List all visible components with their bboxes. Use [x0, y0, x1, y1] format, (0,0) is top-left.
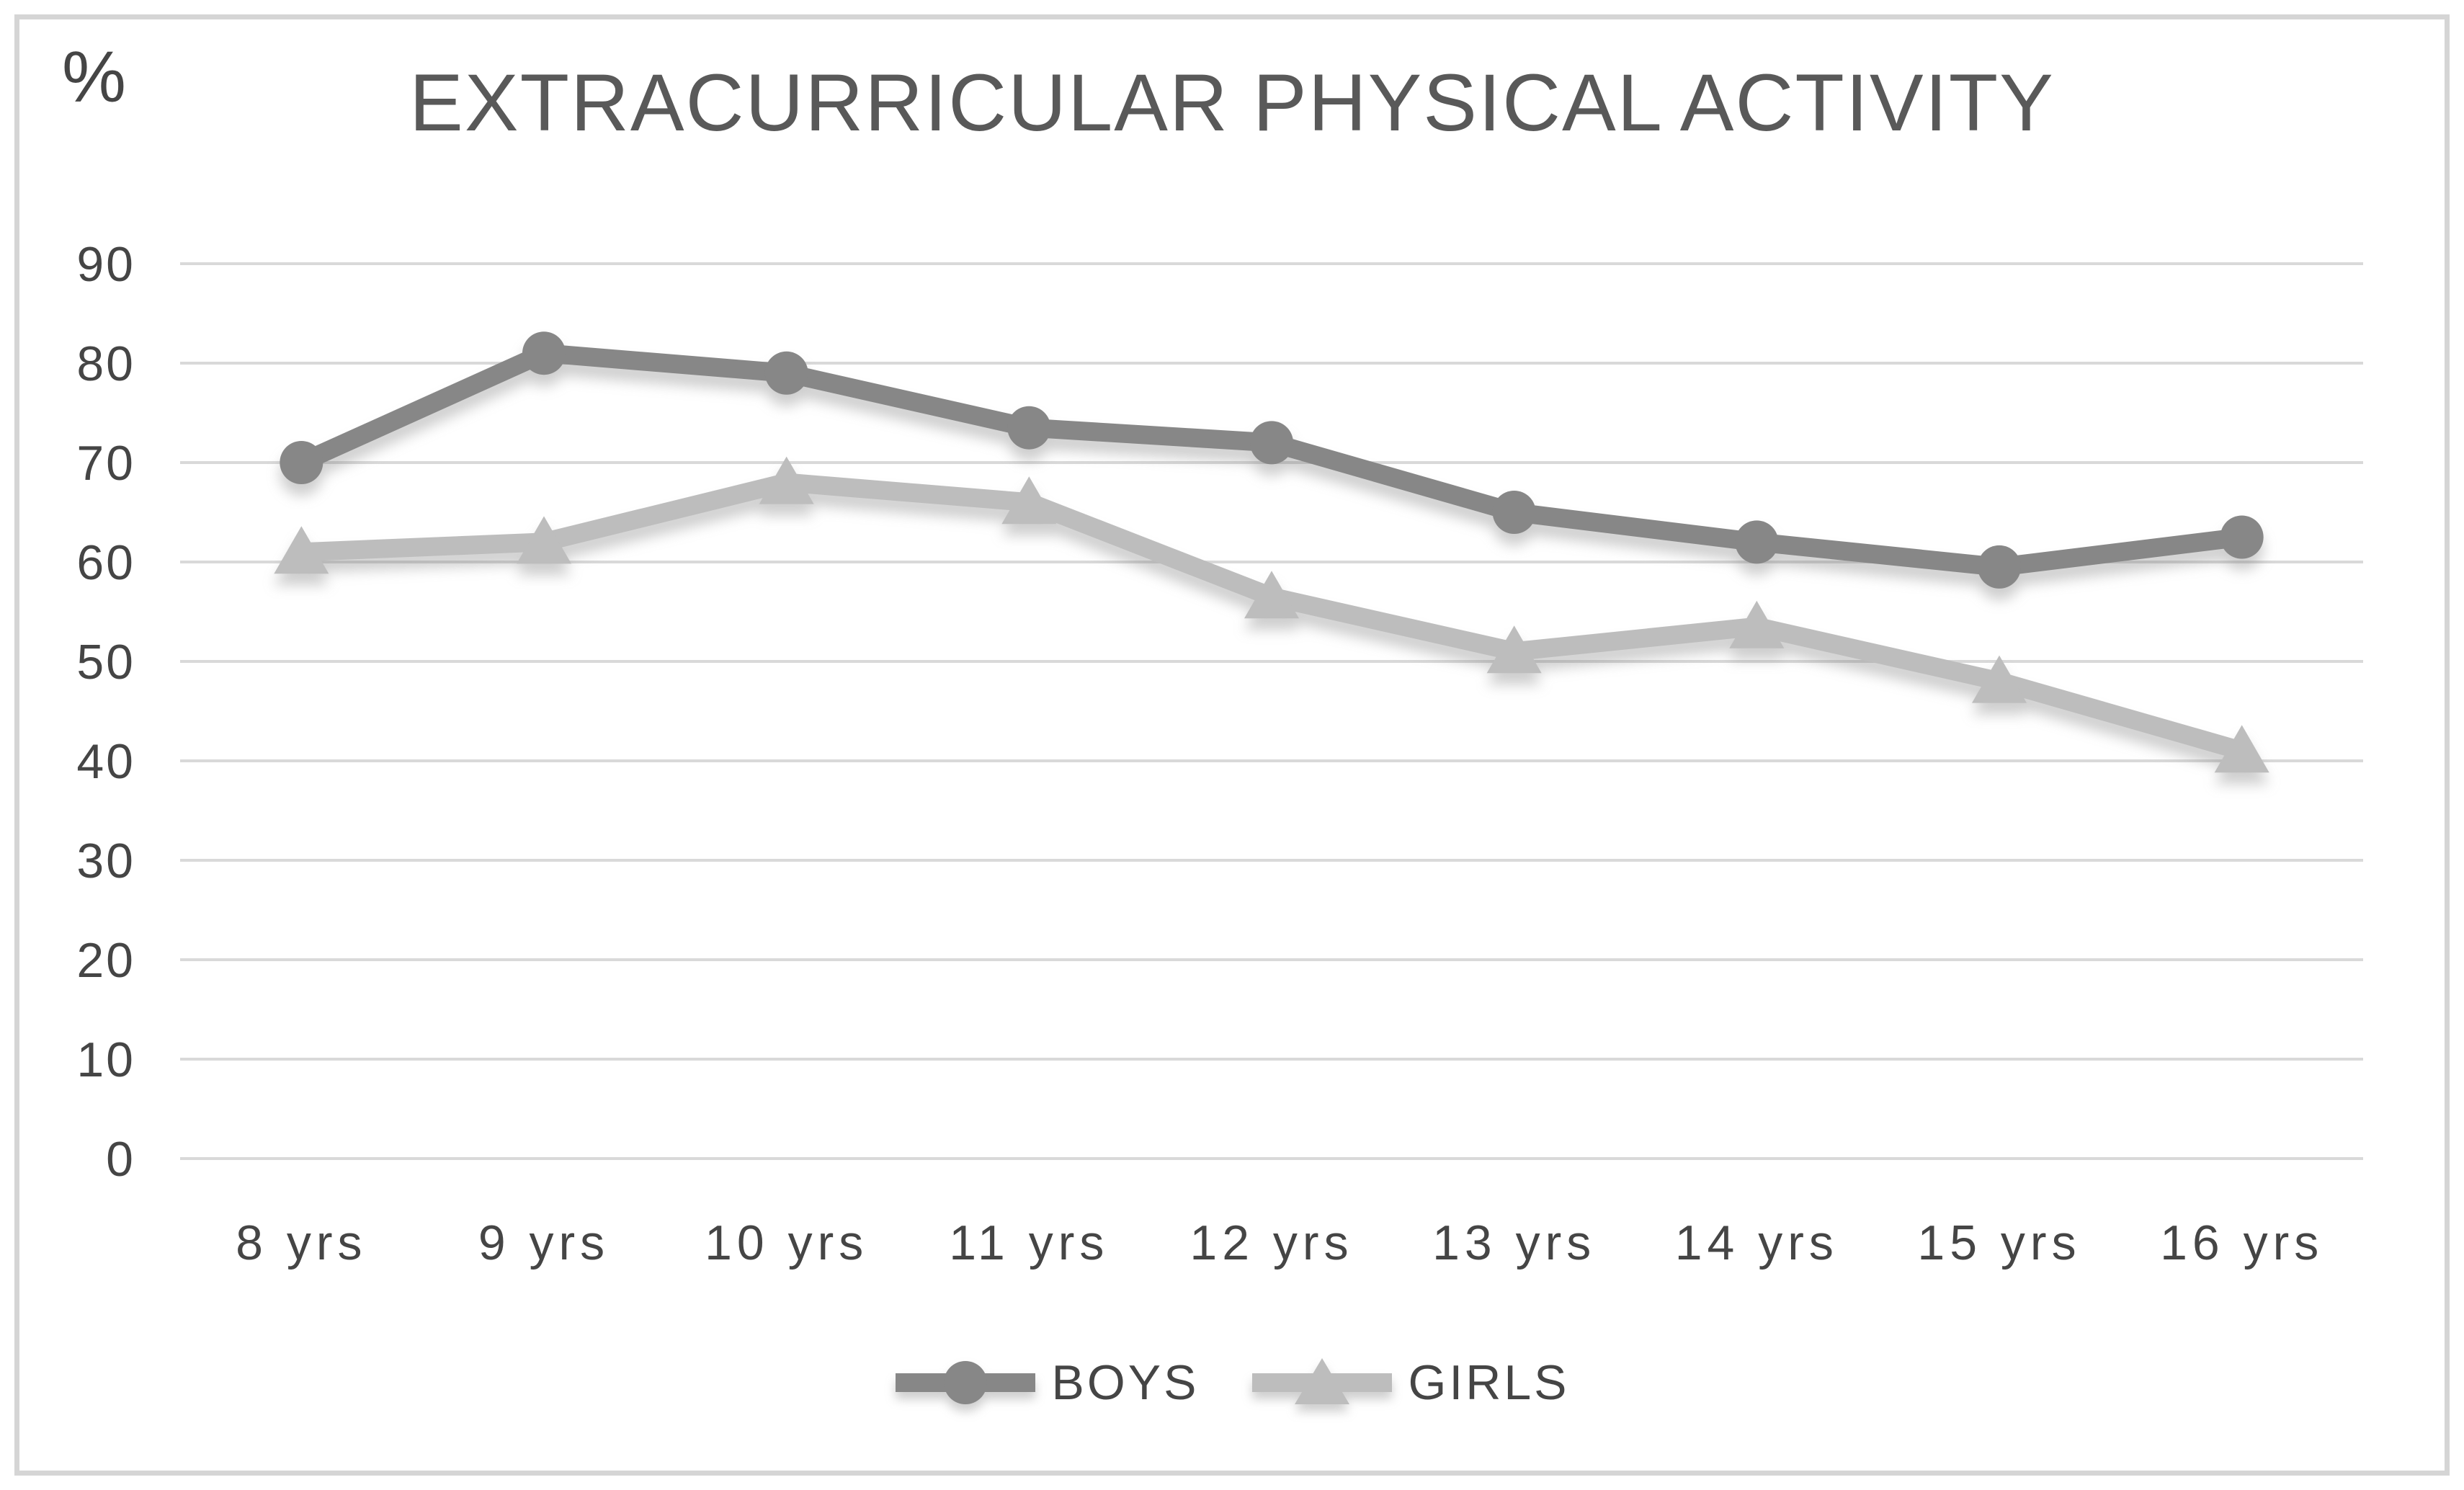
x-tick-label: 8 yrs	[236, 1215, 367, 1270]
legend-item-boys: BOYS	[894, 1355, 1199, 1411]
x-tick-label: 10 yrs	[705, 1215, 868, 1270]
x-tick-label: 16 yrs	[2160, 1215, 2324, 1270]
girls-marker	[2214, 725, 2269, 773]
boys-marker	[1978, 545, 2021, 589]
boys-marker	[522, 331, 566, 375]
series-boys	[280, 331, 2264, 589]
y-tick-label: 40	[76, 734, 135, 789]
chart-frame	[14, 14, 2450, 1476]
boys-marker	[764, 351, 808, 395]
y-tick-label: 0	[106, 1132, 135, 1187]
girls-marker	[274, 526, 329, 574]
y-tick-label: 20	[76, 933, 135, 988]
girls-marker	[1729, 600, 1785, 648]
x-tick-label: 12 yrs	[1189, 1215, 1353, 1270]
x-tick-label: 9 yrs	[478, 1215, 610, 1270]
y-tick-label: 80	[76, 336, 135, 391]
legend-item-girls: GIRLS	[1251, 1355, 1569, 1411]
y-tick-label: 90	[76, 237, 135, 292]
x-tick-label: 14 yrs	[1675, 1215, 1839, 1270]
girls-marker	[759, 456, 814, 504]
x-tick-label: 11 yrs	[949, 1215, 1109, 1270]
y-axis-unit-label: %	[62, 37, 126, 117]
y-tick-label: 60	[76, 535, 135, 590]
boys-marker	[1007, 406, 1051, 450]
boys-marker	[1735, 520, 1779, 564]
boys-marker	[1250, 421, 1293, 465]
boys-marker	[1492, 491, 1536, 534]
y-tick-label: 10	[76, 1032, 135, 1087]
girls-marker	[1001, 476, 1057, 525]
x-tick-label: 13 yrs	[1432, 1215, 1596, 1270]
legend-label-girls: GIRLS	[1408, 1355, 1570, 1410]
girls-marker	[1972, 655, 2027, 703]
series-girls	[274, 456, 2269, 773]
boys-marker	[2220, 515, 2264, 559]
y-tick-label: 50	[76, 635, 135, 690]
chart-title: EXTRACURRICULAR PHYSICAL ACTIVITY	[409, 58, 2055, 148]
girls-marker	[517, 516, 571, 564]
y-tick-label: 70	[76, 436, 135, 491]
girls-marker	[1244, 571, 1299, 619]
boys-marker	[280, 441, 323, 484]
x-tick-label: 15 yrs	[1917, 1215, 2081, 1270]
legend: BOYS GIRLS	[0, 1355, 2464, 1411]
girls-line-triangle-marker-icon	[1252, 1358, 1393, 1404]
legend-label-boys: BOYS	[1051, 1355, 1200, 1410]
girls-marker	[1486, 625, 1542, 674]
boys-line-circle-marker-icon	[896, 1361, 1036, 1404]
y-tick-label: 30	[76, 834, 135, 888]
